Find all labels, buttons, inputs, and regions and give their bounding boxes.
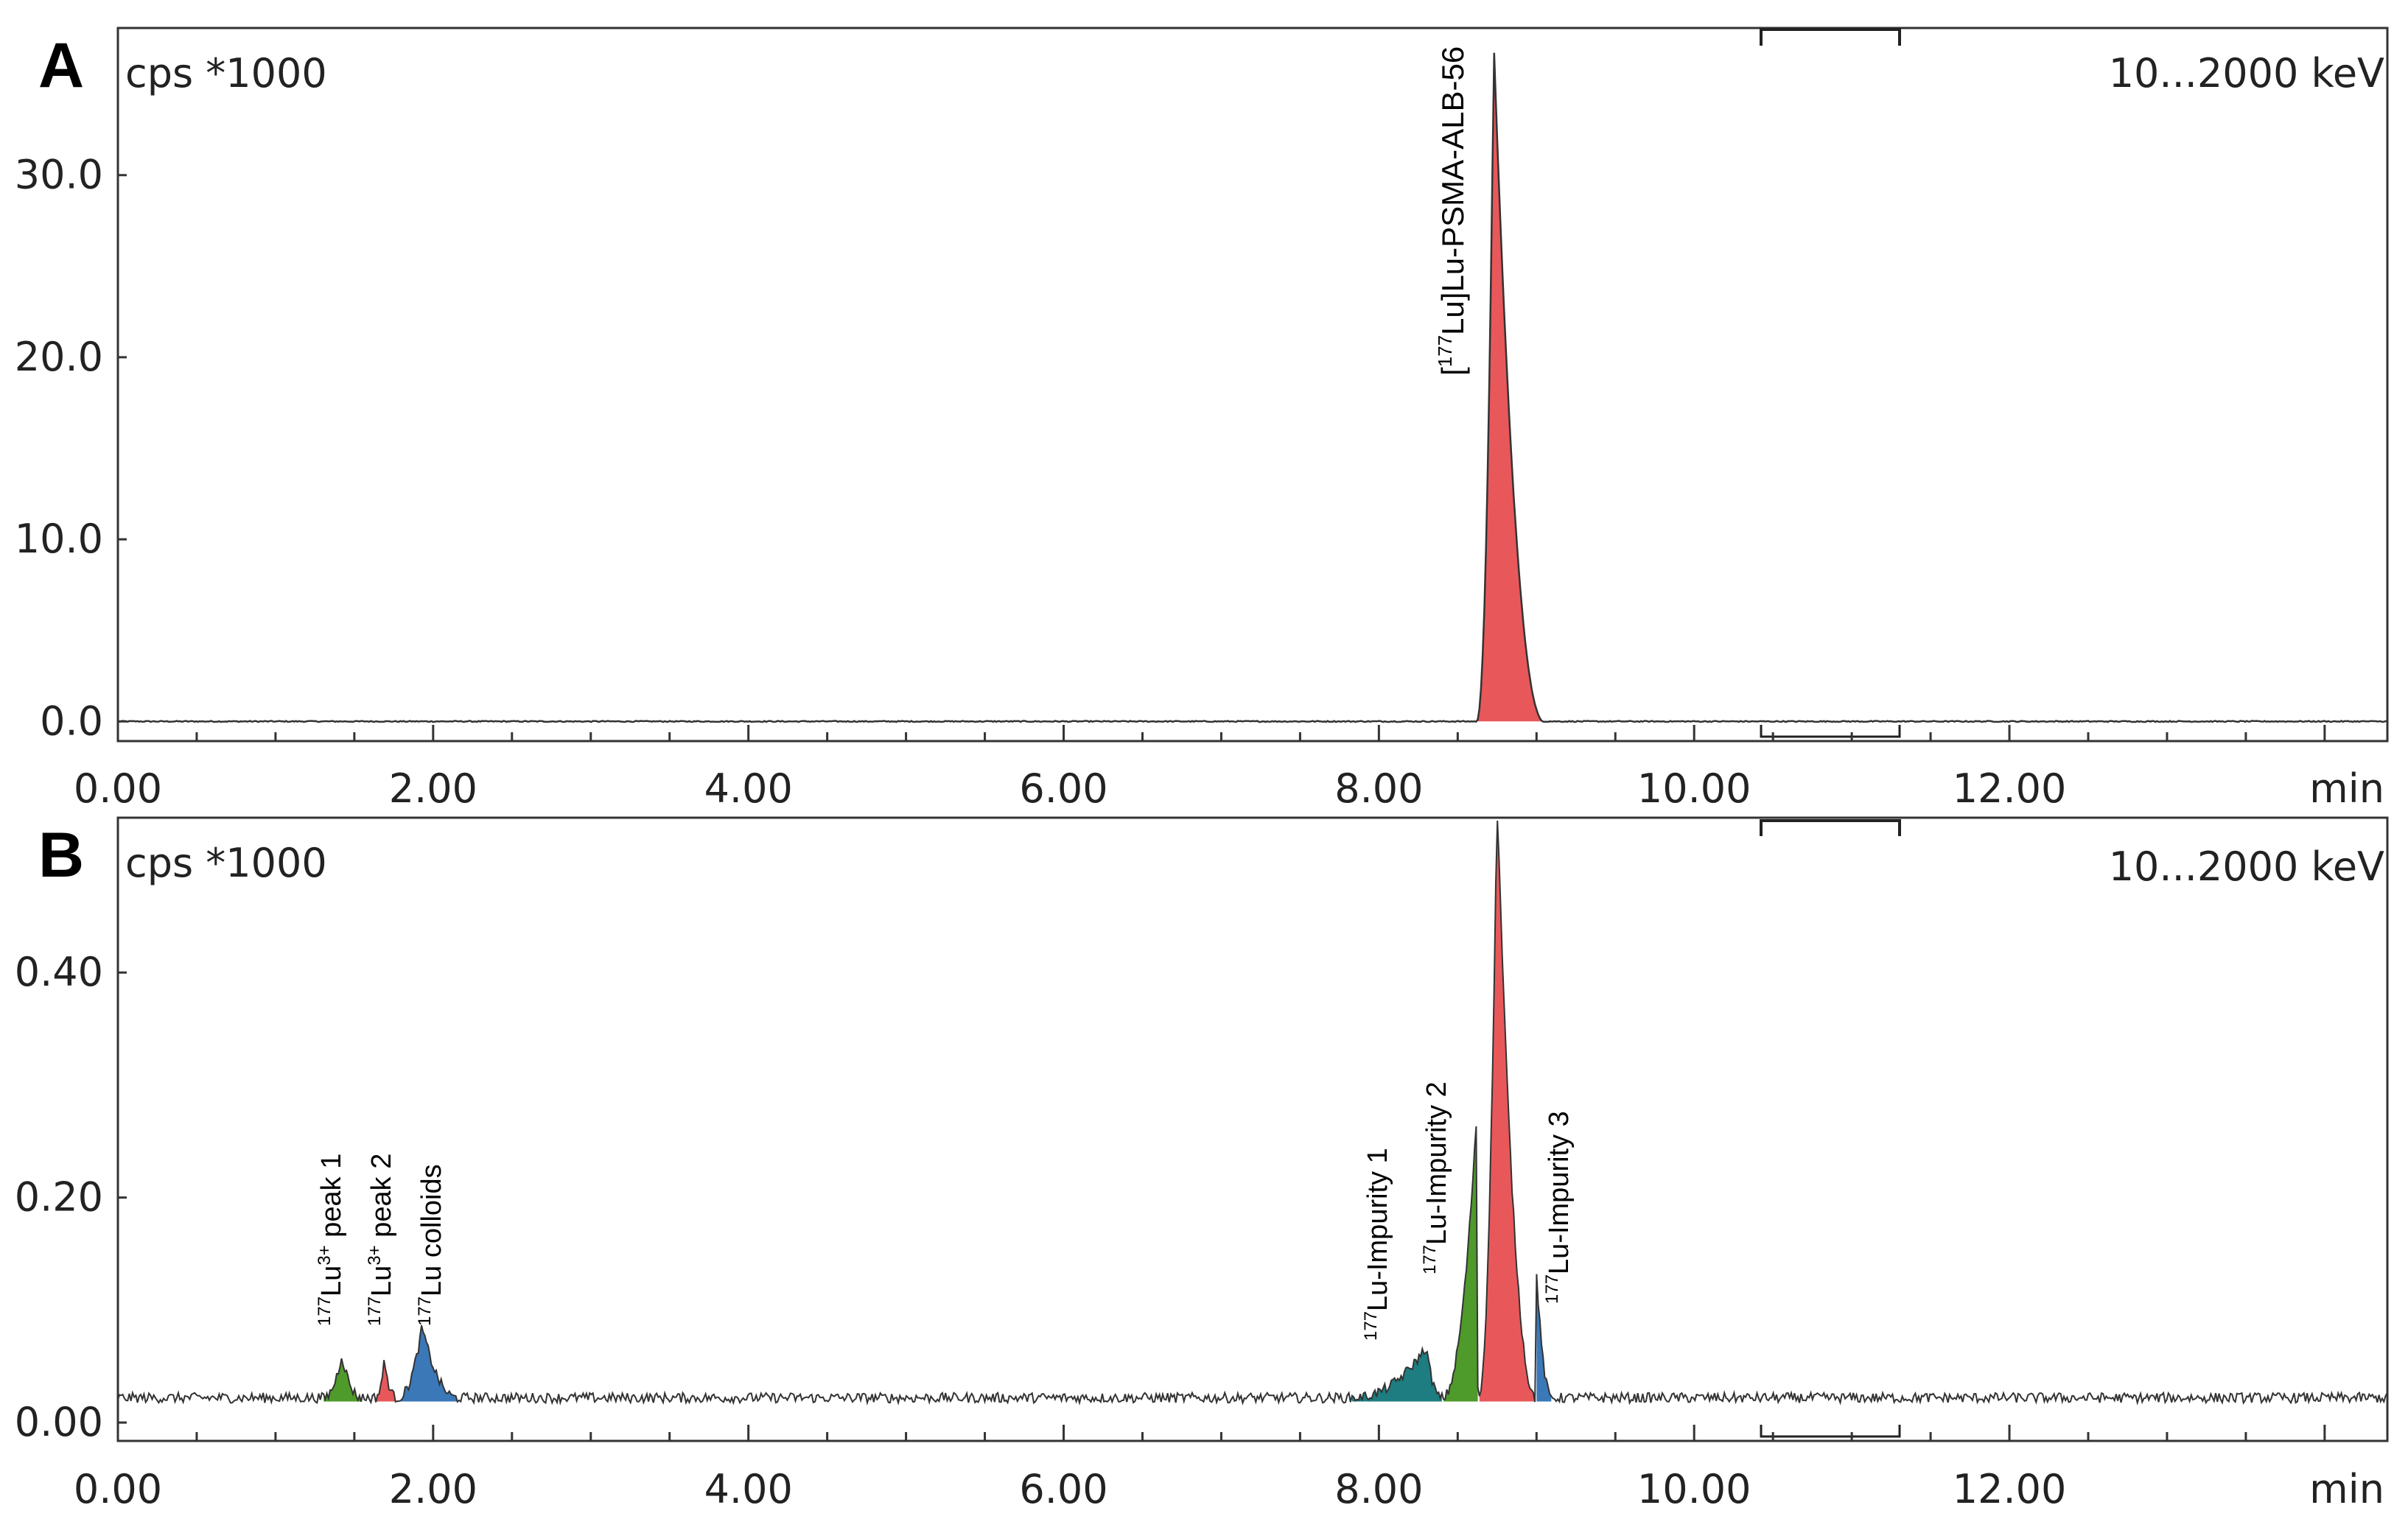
peak-label-7: 177Lu-Impurity 3 — [1542, 1111, 1575, 1304]
x-tick-label: 4.00 — [704, 765, 793, 812]
x-tick-label: 12.00 — [1953, 1466, 2067, 1512]
panel-a-energy-window: 10...2000 keV — [2109, 50, 2384, 97]
x-tick-label: 2.00 — [389, 765, 477, 812]
panel-b-letter: B — [38, 820, 84, 891]
panel-a-frame — [116, 27, 2389, 743]
peak-label-tail: peak 1 — [316, 1154, 347, 1246]
panel-b-energy-window: 10...2000 keV — [2109, 843, 2384, 890]
peak-label-sup: 177 — [1542, 1274, 1562, 1304]
peak-label-sup: 177 — [365, 1297, 385, 1326]
peak-label-4: 177Lu-Impurity 1 — [1361, 1148, 1393, 1341]
x-tick-label: 8.00 — [1334, 1466, 1423, 1512]
panel-a-axis-ticks: 0.00 2.00 4.00 6.00 8.00 10.00 12.00 0.0 10.0 20.… — [15, 152, 2387, 812]
peak-label-sup: 177 — [415, 1297, 435, 1326]
peak-label-core: Lu-Impurity 2 — [1421, 1081, 1452, 1245]
panel-b-xunit: min — [2309, 1466, 2384, 1512]
x-tick-label: 12.00 — [1953, 765, 2067, 812]
panel-a-plot-area — [117, 52, 2387, 723]
panel-a-peak-label-sup: 177 — [1434, 335, 1456, 367]
x-tick-label: 10.00 — [1637, 765, 1751, 812]
x-tick-label: 6.00 — [1019, 765, 1107, 812]
peak-label-core: Lu — [366, 1266, 397, 1297]
peak-label-sup: 177 — [1361, 1311, 1381, 1341]
peak-area-2 — [376, 1360, 396, 1403]
peak-label-core: Lu colloids — [416, 1164, 447, 1297]
peak-area-7 — [1536, 1274, 1552, 1402]
x-tick-label: 10.00 — [1637, 1466, 1751, 1512]
panel-b-plot-area — [117, 820, 2388, 1406]
panel-a-letter: A — [38, 30, 84, 101]
y-tick-label: 0.0 — [40, 698, 103, 744]
panel-a-window-bracket-top — [1760, 28, 1901, 46]
panel-b-window-bracket-top — [1760, 819, 1901, 836]
peak-area-5 — [1443, 1126, 1478, 1402]
y-tick-label: 20.0 — [15, 334, 103, 380]
peak-label-tail: peak 2 — [366, 1154, 397, 1246]
peak-label-sup: 177 — [1420, 1245, 1440, 1274]
panel-a-peak-label: [177Lu]Lu-PSMA-ALB-56 — [1434, 46, 1470, 376]
peak-label-charge: 3+ — [365, 1245, 385, 1265]
y-tick-label: 10.0 — [15, 516, 103, 562]
panel-b-ylabel: cps *1000 — [125, 840, 327, 886]
chromatogram-trace — [117, 820, 2388, 1406]
peak-area-3 — [396, 1325, 458, 1402]
x-tick-label: 0.00 — [74, 765, 162, 812]
panel-a-xunit: min — [2309, 765, 2384, 812]
panel-b: 0.00 2.00 4.00 6.00 8.00 10.00 12.00 0.00 0.20 0.… — [15, 816, 2389, 1512]
peak-label-core: Lu-Impurity 1 — [1362, 1148, 1393, 1311]
chromatogram-trace — [117, 52, 2387, 723]
y-tick-label: 0.00 — [15, 1399, 103, 1445]
panel-b-window-bracket-bottom — [1760, 1425, 1901, 1438]
x-tick-label: 0.00 — [74, 1466, 162, 1512]
peak-area-6 — [1479, 821, 1536, 1403]
y-tick-label: 0.20 — [15, 1174, 103, 1221]
panel-a-peak-label-main: Lu-PSMA-ALB-56 — [1435, 46, 1470, 292]
peak-label-5: 177Lu-Impurity 2 — [1420, 1081, 1452, 1274]
peak-label-3: 177Lu colloids — [415, 1164, 447, 1326]
x-tick-label: 4.00 — [704, 1466, 793, 1512]
panel-a-ylabel: cps *1000 — [125, 50, 327, 97]
panel-a: 0.00 2.00 4.00 6.00 8.00 10.00 12.00 0.0 10.0 20.… — [15, 27, 2389, 812]
peak-area-1 — [1477, 52, 1544, 722]
peak-label-sup: 177 — [315, 1297, 335, 1326]
peak-label-1: 177Lu3+ peak 1 — [315, 1154, 347, 1326]
panel-b-frame — [116, 816, 2389, 1442]
y-tick-label: 30.0 — [15, 152, 103, 198]
peak-area-4 — [1351, 1348, 1442, 1402]
x-tick-label: 6.00 — [1019, 1466, 1107, 1512]
y-tick-label: 0.40 — [15, 949, 103, 995]
peak-label-core: Lu — [316, 1266, 347, 1297]
panel-a-window-bracket-bottom — [1760, 725, 1901, 738]
x-tick-label: 2.00 — [389, 1466, 477, 1512]
peak-label-core: Lu-Impurity 3 — [1544, 1111, 1575, 1274]
panel-b-axis-ticks: 0.00 2.00 4.00 6.00 8.00 10.00 12.00 0.00 0.20 0.… — [15, 949, 2387, 1512]
x-tick-label: 8.00 — [1334, 765, 1423, 812]
peak-label-2: 177Lu3+ peak 2 — [365, 1154, 397, 1326]
peak-label-charge: 3+ — [315, 1245, 335, 1265]
